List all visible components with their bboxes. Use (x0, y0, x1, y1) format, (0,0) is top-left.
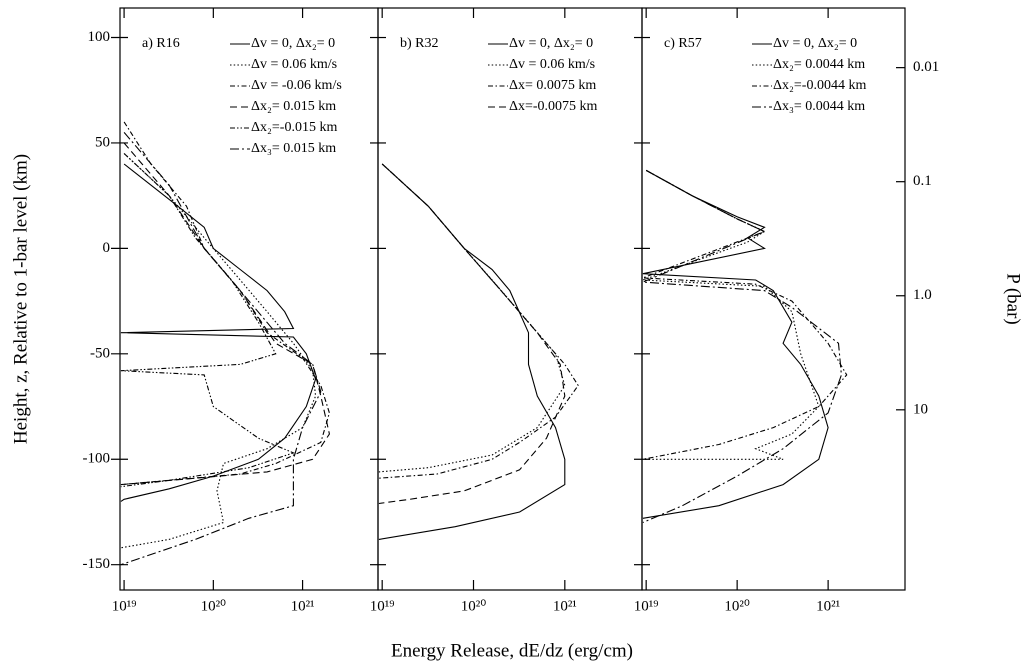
legend-label: Δx=-0.0075 km (509, 99, 598, 114)
legend-label: Δv = -0.06 km/s (251, 78, 342, 93)
data-line (378, 163, 566, 505)
legend-label: Δx₂=-0.0044 km (773, 78, 866, 93)
data-line (120, 153, 295, 488)
y2-tick-label: 10 (913, 401, 928, 417)
x-tick-label: 10²¹ (553, 598, 577, 614)
legend-label: Δv = 0, Δx₂= 0 (251, 36, 335, 51)
y2-tick-label: 0.1 (913, 173, 932, 189)
y-tick-label: -100 (83, 451, 111, 467)
data-line (642, 169, 842, 524)
panel-title: a) R16 (142, 36, 180, 51)
legend-label: Δx₂= 0.0044 km (773, 57, 865, 72)
x-tick-label: 10¹⁹ (370, 598, 395, 614)
y2-tick-label: 0.01 (913, 59, 939, 75)
y-tick-label: -150 (83, 556, 111, 572)
data-line (642, 169, 829, 519)
legend-label: Δx₂=-0.015 km (251, 120, 337, 135)
y2-axis-label: P (bar) (1003, 273, 1024, 325)
legend-label: Δv = 0, Δx₂= 0 (509, 36, 593, 51)
x-axis-label: Energy Release, dE/dz (erg/cm) (391, 640, 633, 661)
legend-label: Δx₃= 0.0044 km (773, 99, 865, 114)
data-line (120, 132, 322, 566)
x-tick-label: 10²¹ (816, 598, 840, 614)
data-line (642, 169, 848, 460)
legend-label: Δx₃= 0.015 km (251, 141, 336, 156)
y-tick-label: 50 (95, 134, 110, 150)
x-tick-label: 10¹⁹ (634, 598, 659, 614)
data-line (378, 163, 566, 540)
panel-title: b) R32 (400, 36, 439, 51)
x-tick-label: 10²⁰ (724, 598, 750, 614)
legend-label: Δx= 0.0075 km (509, 78, 596, 93)
y-tick-label: 0 (103, 240, 111, 256)
y2-tick-label: 1.0 (913, 287, 932, 303)
legend-label: Δx₂= 0.015 km (251, 99, 336, 114)
legend-label: Δv = 0.06 km/s (509, 57, 595, 72)
x-tick-label: 10²⁰ (461, 598, 487, 614)
data-line (642, 169, 820, 460)
data-line (378, 163, 566, 473)
y-tick-label: -50 (90, 345, 110, 361)
legend-label: Δv = 0.06 km/s (251, 57, 337, 72)
data-line (378, 163, 579, 479)
y-tick-label: 100 (88, 29, 111, 45)
x-tick-label: 10²⁰ (201, 598, 227, 614)
x-tick-label: 10²¹ (291, 598, 315, 614)
panel-title: c) R57 (664, 36, 702, 51)
panel-frame (641, 7, 906, 591)
x-tick-label: 10¹⁹ (112, 598, 137, 614)
y-axis-label: Height, z, Relative to 1-bar level (km) (10, 154, 31, 444)
legend-label: Δv = 0, Δx₂= 0 (773, 36, 857, 51)
data-line (120, 153, 317, 549)
data-line (120, 121, 330, 486)
data-line (120, 142, 330, 486)
